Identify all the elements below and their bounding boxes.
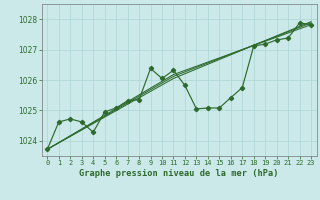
X-axis label: Graphe pression niveau de la mer (hPa): Graphe pression niveau de la mer (hPa) xyxy=(79,169,279,178)
